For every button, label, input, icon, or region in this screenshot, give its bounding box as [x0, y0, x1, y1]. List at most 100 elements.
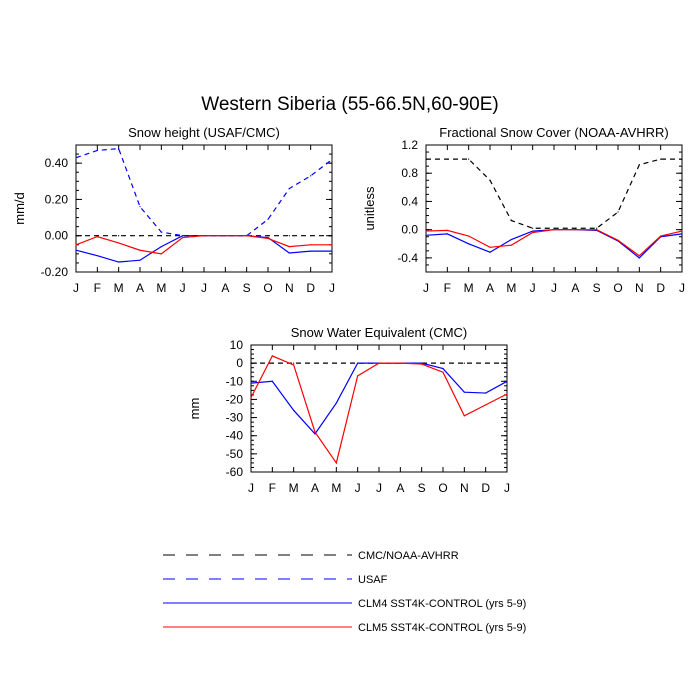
- data-point-clm5: [314, 431, 316, 433]
- data-point-clm5: [442, 371, 444, 373]
- data-point-clm4: [271, 380, 273, 382]
- data-point-clm5: [160, 253, 162, 255]
- data-point-clm4: [442, 367, 444, 370]
- data-point-obs: [553, 227, 555, 229]
- x-tick-label: O: [613, 281, 622, 295]
- panels: Snow height (USAF/CMC)mm/dJ F M A M J J A S O N D J-…: [12, 125, 685, 495]
- data-point-clm5: [139, 249, 141, 251]
- data-point-clm4: [463, 391, 465, 393]
- x-tick-label: S: [418, 481, 426, 495]
- data-point-obs: [660, 158, 662, 160]
- data-point-clm5: [288, 246, 290, 248]
- x-tick-label: J: [355, 481, 361, 495]
- data-point-clm5: [421, 363, 423, 365]
- data-point-clm5: [425, 230, 427, 232]
- x-tick-label: F: [94, 281, 101, 295]
- data-point-clm4: [250, 382, 252, 384]
- x-tick-label: N: [635, 281, 644, 295]
- data-point-clm4: [425, 234, 427, 236]
- x-tick-label: D: [656, 281, 665, 295]
- data-point-usaf: [160, 231, 162, 233]
- data-point-obs: [596, 227, 598, 229]
- data-point-clm4: [638, 257, 640, 259]
- y-axis-label: unitless: [362, 186, 377, 231]
- data-point-clm4: [310, 250, 312, 252]
- data-point-clm4: [506, 380, 508, 382]
- x-tick-label: J: [679, 281, 685, 295]
- data-point-obs: [485, 362, 487, 364]
- series-line-clm5: [250, 355, 508, 465]
- series-line-clm4: [75, 235, 332, 263]
- x-tick-label: J: [504, 481, 510, 495]
- x-tick-label: J: [180, 281, 186, 295]
- y-tick-label: -30: [226, 411, 244, 425]
- y-tick-label: -40: [226, 429, 244, 443]
- x-tick-label: J: [201, 281, 207, 295]
- legend-label-clm4: CLM4 SST4K-CONTROL (yrs 5-9): [358, 598, 526, 610]
- data-point-clm5: [532, 231, 534, 234]
- data-point-clm4: [468, 243, 470, 245]
- data-point-obs: [160, 235, 162, 237]
- x-tick-label: D: [306, 281, 315, 295]
- data-point-clm4: [510, 238, 512, 241]
- x-tick-label: N: [460, 481, 469, 495]
- data-point-clm5: [118, 242, 120, 244]
- data-point-clm5: [660, 235, 662, 237]
- data-point-obs: [617, 211, 619, 213]
- data-point-clm5: [485, 404, 487, 406]
- data-point-usaf: [118, 148, 120, 150]
- y-tick-label: 10: [230, 338, 244, 352]
- x-tick-label: M: [156, 281, 166, 295]
- y-tick-label: -0.20: [41, 265, 69, 279]
- data-point-clm4: [314, 433, 316, 435]
- chart-panel-3: Snow Water Equivalent (CMC)mmJ F M A M J J A S O N…: [187, 325, 510, 495]
- chart-panel-2: Fractional Snow Cover (NOAA-AVHRR) unitle…: [362, 125, 685, 295]
- data-point-obs: [489, 179, 491, 181]
- data-point-clm5: [506, 393, 508, 395]
- data-point-clm5: [399, 362, 401, 364]
- x-tick-label: A: [221, 281, 229, 295]
- data-point-clm5: [224, 235, 226, 237]
- y-tick-label: -0.4: [397, 251, 418, 265]
- data-point-clm5: [574, 229, 576, 231]
- legend-label-obs: CMC/NOAA-AVHRR: [358, 550, 459, 562]
- data-point-clm5: [463, 415, 465, 417]
- x-tick-label: J: [73, 281, 79, 295]
- data-point-clm5: [510, 244, 512, 246]
- legend-label-usaf: USAF: [358, 574, 388, 586]
- y-tick-label: 0.4: [401, 194, 418, 208]
- data-point-clm4: [139, 259, 141, 261]
- data-point-obs: [310, 235, 312, 237]
- data-point-usaf: [331, 158, 333, 161]
- data-point-clm4: [118, 261, 120, 263]
- y-tick-label: 0: [236, 356, 243, 370]
- x-tick-label: A: [396, 481, 404, 495]
- data-point-clm5: [357, 375, 359, 377]
- data-point-obs: [75, 235, 77, 237]
- chart-panel-1: Snow height (USAF/CMC)mm/dJ F M A M J J A S O N D J-…: [12, 125, 335, 295]
- x-tick-label: A: [486, 281, 494, 295]
- data-point-obs: [463, 362, 465, 364]
- data-point-clm5: [681, 230, 683, 232]
- x-tick-label: M: [506, 281, 516, 295]
- data-point-clm4: [96, 255, 98, 257]
- data-point-obs: [574, 227, 576, 229]
- y-axis-label: mm: [187, 398, 202, 420]
- data-point-clm4: [75, 249, 77, 251]
- data-point-clm4: [446, 233, 448, 235]
- data-point-obs: [425, 158, 427, 160]
- x-tick-label: J: [248, 481, 254, 495]
- data-point-obs: [314, 362, 316, 364]
- y-tick-label: -50: [226, 447, 244, 461]
- data-point-clm5: [75, 244, 77, 246]
- data-point-clm4: [160, 246, 162, 248]
- data-point-clm5: [310, 244, 312, 246]
- x-tick-label: O: [438, 481, 447, 495]
- series-line-clm5: [425, 229, 683, 257]
- data-point-clm5: [489, 246, 491, 248]
- data-point-clm4: [485, 392, 487, 394]
- data-point-clm5: [267, 237, 269, 240]
- data-point-obs: [96, 235, 98, 237]
- data-point-clm4: [182, 235, 184, 237]
